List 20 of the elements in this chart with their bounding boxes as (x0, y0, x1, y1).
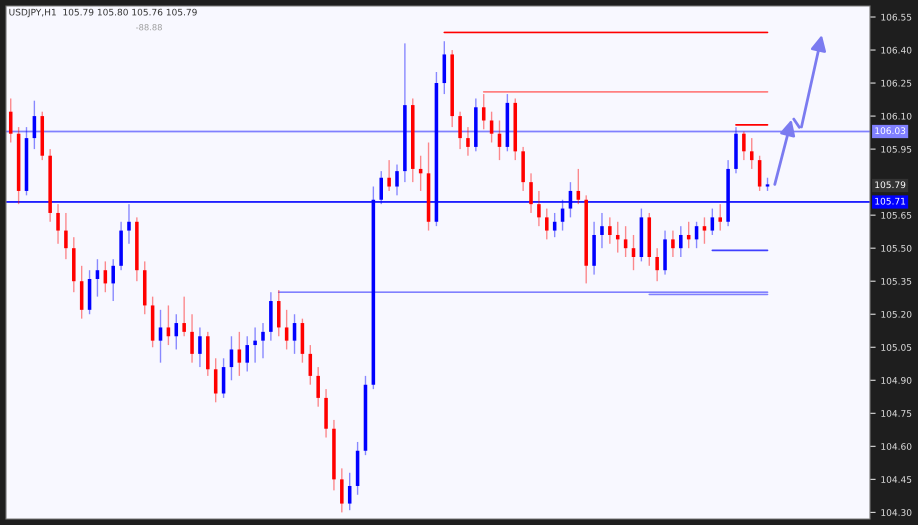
y-tick-label: 105.05 (881, 344, 912, 351)
y-tick-label: 104.75 (881, 410, 912, 417)
y-tick-label: 104.30 (881, 509, 912, 516)
y-tick-label: 106.25 (881, 80, 912, 87)
y-tick-label: 105.35 (881, 278, 912, 285)
y-tick-label: 104.90 (881, 377, 912, 384)
y-tick-label: 104.60 (881, 443, 912, 450)
y-tick-label: 105.65 (881, 212, 912, 219)
annotation: -88.88 (136, 24, 162, 30)
y-tick-label: 106.10 (881, 112, 912, 120)
y-tick-label: 106.40 (881, 46, 912, 54)
chart-title: USDJPY,H1 105.79 105.80 105.76 105.79 (9, 8, 197, 18)
y-tick-label: 105.50 (881, 244, 912, 252)
y-tick-label: 104.45 (881, 476, 912, 483)
ref-line-label: 105.71 (875, 198, 906, 205)
y-tick-label: 105.95 (881, 146, 912, 153)
ref-line-label: 106.03 (875, 127, 906, 134)
text: 105.79 (875, 181, 906, 188)
y-tick-label: 105.20 (881, 310, 912, 318)
y-tick-label: 106.55 (881, 14, 912, 21)
